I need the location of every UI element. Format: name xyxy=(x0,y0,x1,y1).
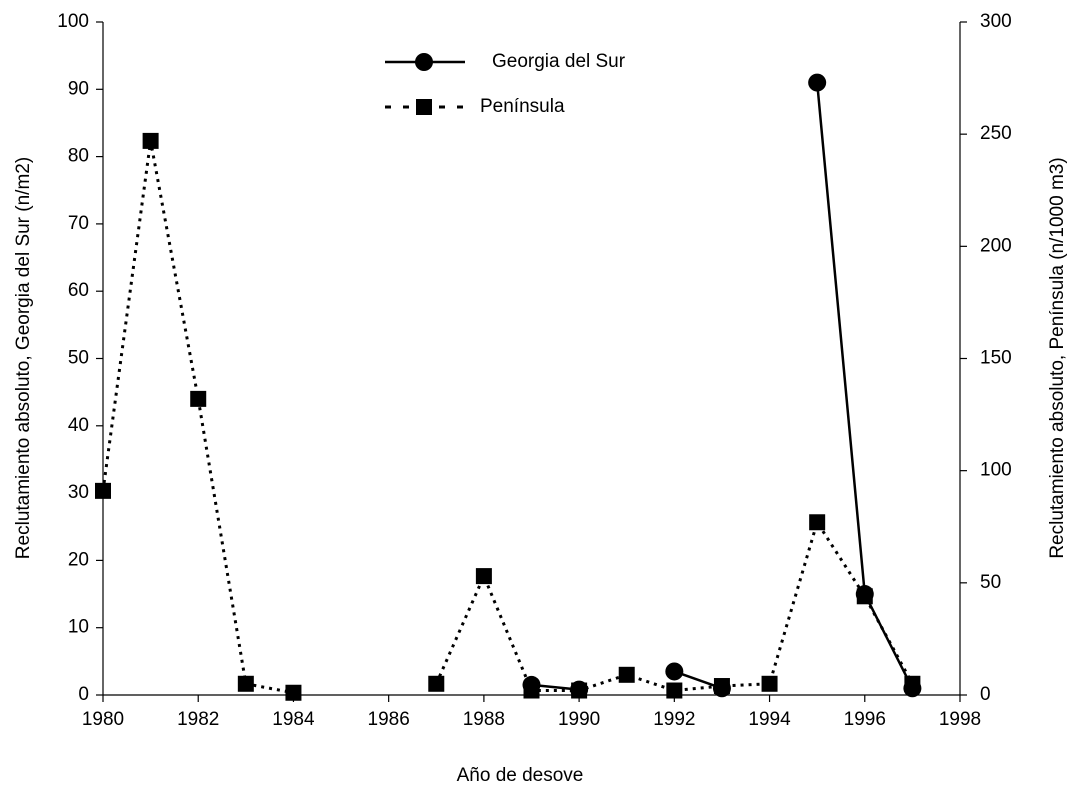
y-tick-label: 50 xyxy=(68,348,89,369)
data-point xyxy=(618,666,635,683)
y2-tick-label: 300 xyxy=(980,11,1012,32)
data-point xyxy=(856,588,873,605)
y2-tick-label: 0 xyxy=(980,684,991,705)
y-tick-label: 70 xyxy=(68,213,89,234)
y2-tick-label: 50 xyxy=(980,572,1001,593)
data-point xyxy=(523,682,540,699)
data-point xyxy=(665,662,684,681)
data-point xyxy=(808,73,827,92)
data-point xyxy=(761,675,778,692)
x-tick-label: 1980 xyxy=(82,709,124,730)
data-point xyxy=(666,682,683,699)
y2-tick-label: 250 xyxy=(980,123,1012,144)
x-tick-label: 1988 xyxy=(463,709,505,730)
x-tick-label: 1994 xyxy=(748,709,791,730)
legend-marker xyxy=(416,99,432,115)
series-line xyxy=(101,140,914,695)
data-point xyxy=(475,568,492,585)
y-tick-label: 100 xyxy=(57,11,89,32)
y-tick-label: 80 xyxy=(68,146,89,167)
y2-tick-label: 100 xyxy=(980,460,1012,481)
data-point xyxy=(713,678,730,695)
data-point xyxy=(809,514,826,531)
y-tick-label: 0 xyxy=(78,684,89,705)
y-tick-label: 10 xyxy=(68,617,89,638)
legend-label: Península xyxy=(480,96,565,117)
x-tick-label: 1990 xyxy=(558,709,600,730)
x-tick-label: 1992 xyxy=(653,709,695,730)
x-tick-label: 1986 xyxy=(368,709,410,730)
series-line xyxy=(531,82,914,691)
y2-tick-label: 150 xyxy=(980,348,1012,369)
y-tick-label: 20 xyxy=(68,549,89,570)
data-point xyxy=(190,390,207,407)
data-point xyxy=(95,482,111,499)
x-tick-label: 1982 xyxy=(177,709,219,730)
data-point xyxy=(142,132,159,149)
x-tick-label: 1998 xyxy=(939,709,981,730)
x-tick-label: 1984 xyxy=(272,709,315,730)
data-point xyxy=(237,675,254,692)
legend-marker xyxy=(415,53,433,71)
y-tick-label: 30 xyxy=(68,482,89,503)
y-tick-label: 40 xyxy=(68,415,89,436)
y-tick-label: 90 xyxy=(68,78,89,99)
y-tick-label: 60 xyxy=(68,280,89,301)
x-tick-label: 1996 xyxy=(844,709,886,730)
data-point xyxy=(285,684,302,701)
y2-axis-label: Reclutamiento absoluto, Península (n/100… xyxy=(1047,157,1068,558)
x-axis-label: Año de desove xyxy=(457,765,584,786)
legend-label: Georgia del Sur xyxy=(492,51,626,72)
data-point xyxy=(904,675,921,692)
y-axis-label: Reclutamiento absoluto, Georgia del Sur … xyxy=(13,157,34,559)
data-point xyxy=(571,682,588,699)
y2-tick-label: 200 xyxy=(980,235,1012,256)
data-point xyxy=(428,675,445,692)
